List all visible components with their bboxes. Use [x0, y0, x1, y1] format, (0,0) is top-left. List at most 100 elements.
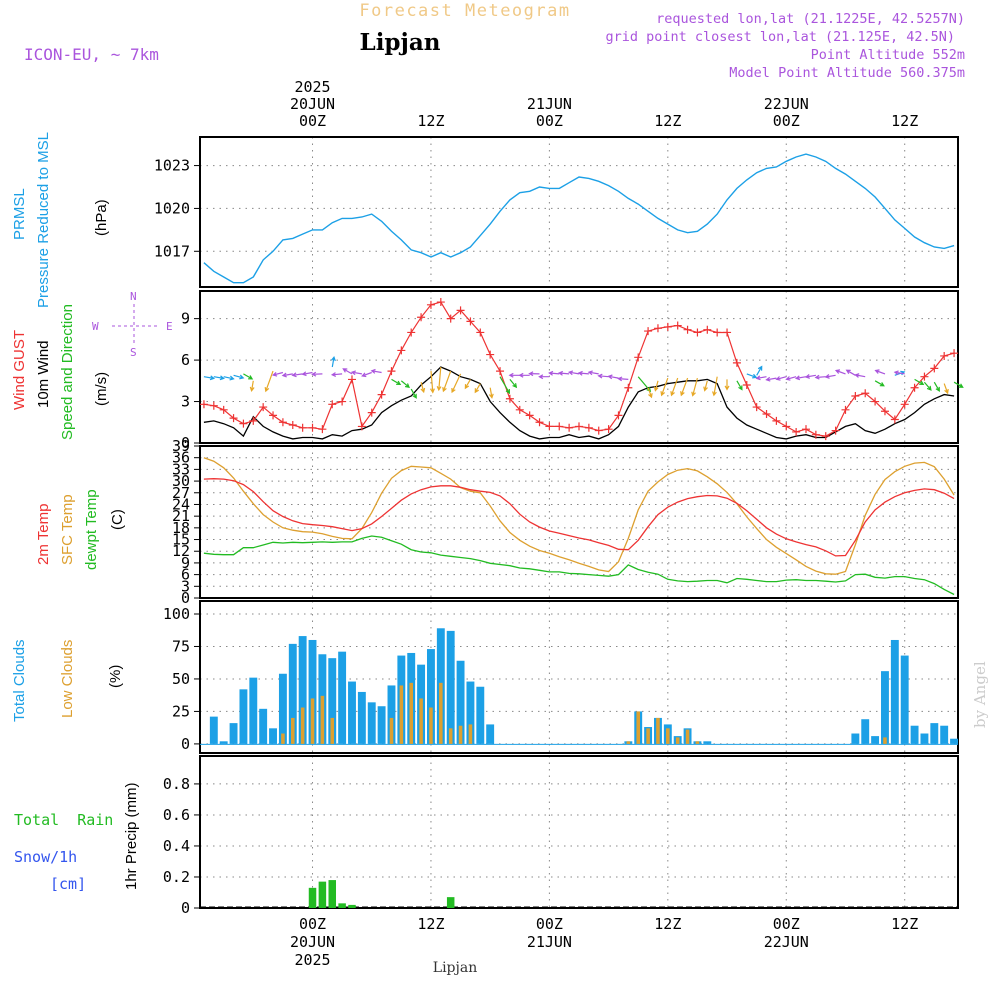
gust-marker: [229, 414, 238, 423]
bottom-time-label: 22JUN: [764, 933, 809, 951]
temp-unit: (C): [109, 509, 126, 530]
wind-arrow: [724, 379, 730, 391]
wind-arrow: [509, 379, 518, 389]
y-tick-label: 9: [181, 310, 190, 328]
location-name: Lipjan: [360, 29, 441, 56]
gust-marker: [792, 427, 801, 436]
requested-coords: requested lon,lat (21.1225E, 42.5257N): [656, 11, 965, 27]
y-tick-label: 27: [172, 484, 190, 502]
y-tick-label: 0.6: [163, 806, 190, 824]
gust-marker: [269, 411, 278, 420]
wind-arrow: [923, 381, 932, 391]
model-label: ICON-EU, ~ 7km: [24, 45, 159, 64]
meteogram-plots: 1017102010230369036912151821242730333639…: [154, 78, 964, 969]
wind-arrow: [291, 372, 303, 378]
bottom-time-label: 00Z: [773, 915, 800, 933]
y-tick-label: 6: [181, 566, 190, 584]
gust-marker: [851, 392, 860, 401]
gust-marker: [880, 407, 889, 416]
total-cloud-bar: [910, 725, 919, 744]
total-cloud-bar: [851, 733, 860, 744]
low-cloud-bar: [330, 717, 335, 744]
wind-arrow: [350, 370, 363, 376]
gust-marker: [338, 397, 347, 406]
compass-s: S: [130, 346, 137, 359]
y-tick-label: 1017: [154, 242, 190, 260]
wind-arrow: [647, 387, 653, 399]
gust-marker: [831, 426, 840, 435]
gust-marker: [446, 314, 455, 323]
total-cloud-bar: [930, 723, 939, 744]
total-cloud-bar: [703, 741, 712, 744]
y-tick-label: 75: [172, 637, 190, 655]
y-tick-label: 12: [172, 542, 190, 560]
gust-marker: [742, 380, 751, 389]
y-tick-label: 3: [181, 393, 190, 411]
wind-arrow: [474, 383, 481, 394]
wind-arrow: [410, 388, 417, 399]
wind-arrow: [499, 376, 511, 395]
top-time-label: 12Z: [891, 112, 918, 130]
total-cloud-bar: [338, 651, 347, 744]
pressure-unit: (hPa): [93, 199, 110, 236]
low-cloud-bar: [468, 724, 473, 744]
gust-marker: [288, 421, 297, 430]
y-tick-label: 25: [172, 702, 190, 720]
compass-rose: N S W E: [92, 290, 173, 359]
gust-marker: [900, 400, 909, 409]
gust-marker: [308, 423, 317, 432]
gust-marker: [328, 400, 337, 409]
gust-marker: [644, 327, 653, 336]
y-tick-label: 0: [181, 899, 190, 917]
y-tick-label: 0: [181, 589, 190, 607]
wind-arrow: [400, 380, 410, 388]
wind-arrow: [756, 365, 763, 376]
wind-arrow: [597, 373, 609, 379]
gust-marker: [693, 328, 702, 337]
watermark: by Angel: [971, 661, 989, 728]
wind-10m-label: 10m Wind: [35, 340, 52, 408]
wind-arrow: [874, 369, 886, 375]
total-cloud-bar: [278, 673, 287, 744]
y-tick-label: 30: [172, 472, 190, 490]
low-cloud-bar: [656, 717, 660, 744]
gust-marker: [802, 425, 811, 434]
low-cloud-bar: [300, 707, 305, 744]
gust-marker: [890, 415, 899, 424]
top-time-label: 00Z: [773, 112, 800, 130]
wind-arrow: [607, 374, 619, 380]
total-cloud-bar: [950, 738, 958, 744]
wind-arrow: [755, 375, 767, 381]
wind-arrow: [845, 369, 856, 376]
bottom-time-label: 21JUN: [527, 933, 572, 951]
wind-arrow: [933, 381, 940, 392]
wind-arrow: [538, 374, 550, 380]
wind-arrow: [765, 376, 777, 382]
y-tick-label: 0.2: [163, 868, 190, 886]
total-cloud-bar: [486, 724, 495, 744]
wind-arrow: [518, 372, 530, 378]
wind-arrow: [785, 376, 797, 381]
total-cloud-bar: [900, 655, 909, 744]
gust-marker: [772, 416, 781, 425]
wind-arrow: [243, 373, 254, 380]
wind-arrow: [311, 371, 323, 377]
gust-marker: [426, 300, 435, 309]
pressure-line: [203, 153, 955, 284]
gust-marker: [584, 423, 593, 432]
wind-arrow: [331, 355, 336, 368]
gust-marker: [407, 328, 416, 337]
low-cloud-bar: [883, 737, 887, 744]
y-tick-label: 9: [181, 554, 190, 572]
bottom-time-label: 2025: [294, 951, 330, 969]
low-cloud-bar: [320, 695, 325, 744]
gust-marker: [565, 423, 574, 432]
wind-arrow: [281, 372, 293, 378]
wind-arrow: [712, 376, 718, 397]
gust-marker: [298, 423, 307, 432]
gust-marker: [723, 328, 732, 337]
total-cloud-bar: [377, 706, 386, 744]
low-cloud-bar: [310, 698, 315, 744]
precip-frame: [199, 755, 959, 909]
total-cloud-bar: [387, 685, 396, 744]
